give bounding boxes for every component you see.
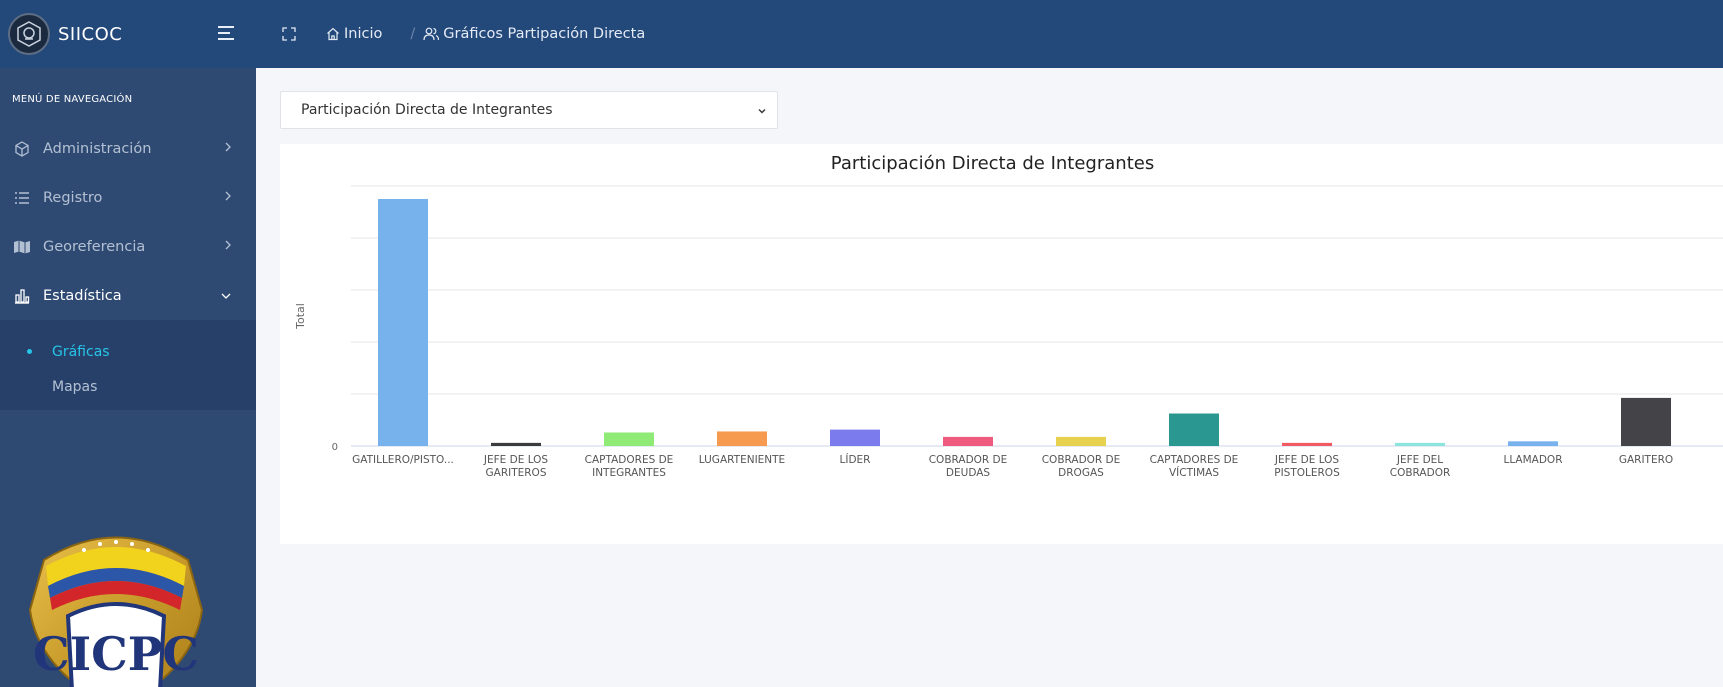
submenu-item-label: Mapas: [52, 378, 98, 395]
app-name: SIICOC: [58, 23, 123, 45]
bar[interactable]: [943, 436, 993, 446]
x-tick-label: CAPTADORES DE: [585, 454, 674, 466]
x-tick-label: LLAMADOR: [1503, 454, 1562, 466]
topbar: Inicio / Gráficos Partipación Directa: [256, 0, 1723, 68]
main-content: Participación Directa de Integrantes Par…: [256, 68, 1723, 687]
breadcrumb-home[interactable]: Inicio: [326, 26, 382, 42]
bar[interactable]: [491, 442, 541, 446]
x-tick-label: INTEGRANTES: [592, 467, 666, 479]
sidebar-item-registro[interactable]: Registro: [0, 173, 256, 222]
bar[interactable]: [717, 431, 767, 446]
breadcrumb-current-label: Gráficos Partipación Directa: [443, 26, 646, 42]
chart-title: Participación Directa de Integrantes: [830, 153, 1155, 174]
chevron-right-icon: [224, 239, 232, 255]
menu-toggle-icon[interactable]: [218, 26, 236, 40]
bar[interactable]: [1395, 442, 1445, 446]
bar[interactable]: [378, 199, 428, 446]
brand: SIICOC: [0, 0, 256, 68]
x-tick-label: GARITEROS: [486, 467, 547, 479]
x-tick-label: COBRADOR DE: [929, 454, 1008, 466]
breadcrumb-home-label: Inicio: [344, 26, 383, 42]
breadcrumb-current: Gráficos Partipación Directa: [423, 26, 645, 42]
sidebar-item-label: Administración: [43, 140, 152, 157]
bar[interactable]: [1169, 413, 1219, 447]
chevron-down-icon: [220, 288, 232, 304]
nav-header: MENÚ DE NAVEGACIÓN: [12, 94, 133, 105]
submenu-item-mapas[interactable]: Mapas: [0, 369, 256, 404]
x-tick-label: PISTOLEROS: [1274, 467, 1340, 479]
svg-text:CICPC: CICPC: [33, 627, 199, 681]
bar[interactable]: [1056, 436, 1106, 446]
submenu-item-label: Gráficas: [52, 343, 110, 360]
x-tick-label: DEUDAS: [946, 467, 990, 479]
bar-chart-icon: [13, 287, 31, 305]
x-tick-label: LUGARTENIENTE: [699, 454, 785, 466]
users-icon: [423, 27, 440, 41]
x-tick-label: COBRADOR: [1390, 467, 1451, 479]
cicpc-emblem-logo: CICPC: [28, 536, 204, 687]
x-tick-label: COBRADOR DE: [1042, 454, 1121, 466]
map-icon: [13, 238, 31, 256]
chevron-down-icon: [757, 104, 767, 120]
x-tick-label: DROGAS: [1058, 467, 1104, 479]
bar[interactable]: [830, 429, 880, 446]
bar[interactable]: [1621, 397, 1671, 446]
x-tick-label: VÍCTIMAS: [1169, 466, 1219, 479]
estadistica-submenu: Gráficas Mapas: [0, 320, 256, 410]
brand-logo-icon[interactable]: [8, 13, 50, 55]
sidebar-item-estadistica[interactable]: Estadística: [0, 271, 256, 320]
x-tick-label: LÍDER: [840, 453, 871, 466]
x-tick-label: JEFE DEL: [1396, 454, 1443, 466]
chevron-right-icon: [224, 141, 232, 157]
sidebar-item-label: Georeferencia: [43, 238, 146, 255]
sidebar-item-label: Estadística: [43, 287, 122, 304]
fullscreen-icon[interactable]: [282, 27, 296, 41]
x-tick-label: JEFE DE LOS: [483, 454, 549, 466]
chart-type-select[interactable]: Participación Directa de Integrantes: [280, 91, 778, 129]
bar[interactable]: [1282, 442, 1332, 446]
select-value: Participación Directa de Integrantes: [301, 102, 553, 118]
chart-card: Participación Directa de Integrantes 0 To…: [280, 144, 1723, 544]
x-tick-label: GARITERO: [1619, 454, 1673, 466]
active-dot-icon: [27, 349, 32, 354]
bar[interactable]: [1508, 441, 1558, 446]
sidebar-item-georeferencia[interactable]: Georeferencia: [0, 222, 256, 271]
submenu-item-graficas[interactable]: Gráficas: [0, 334, 256, 369]
sidebar-nav: Administración Registro Georeferencia Es…: [0, 124, 256, 410]
sidebar: SIICOC MENÚ DE NAVEGACIÓN Administración…: [0, 0, 256, 687]
y-axis-label: Total: [294, 303, 307, 330]
list-icon: [13, 189, 31, 207]
y-tick-label: 0: [332, 442, 338, 453]
chevron-right-icon: [224, 190, 232, 206]
sidebar-item-label: Registro: [43, 189, 103, 206]
x-tick-label: JEFE DE LOS: [1274, 454, 1340, 466]
sidebar-item-administracion[interactable]: Administración: [0, 124, 256, 173]
bar[interactable]: [604, 432, 654, 446]
cube-icon: [13, 140, 31, 158]
home-icon: [327, 27, 339, 41]
x-tick-label: GATILLERO/PISTO...: [352, 454, 454, 466]
x-tick-label: CAPTADORES DE: [1150, 454, 1239, 466]
breadcrumb-separator: /: [410, 26, 416, 42]
